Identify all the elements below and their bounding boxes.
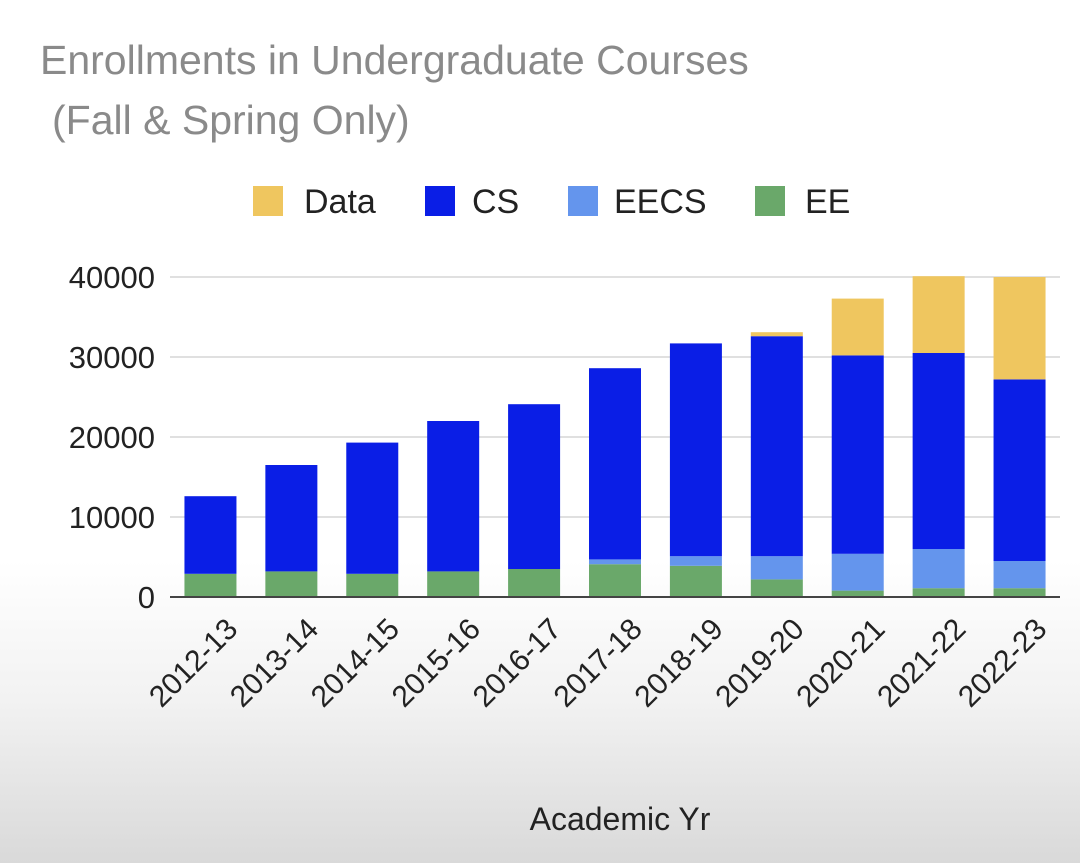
bar-group-2012-13 [184, 496, 237, 597]
x-tick-label: 2022-23 [952, 612, 1053, 713]
legend-label-data: Data [304, 183, 376, 221]
bar-group-2019-20 [750, 332, 803, 597]
bar-segment-cs-2018-19 [669, 343, 722, 557]
bar-group-2021-22 [912, 276, 965, 597]
bar-group-2017-18 [589, 368, 641, 597]
bar-group-2013-14 [265, 465, 318, 597]
bar-segment-ee-2019-20 [750, 579, 803, 597]
bar-segment-cs-2015-16 [427, 421, 480, 572]
y-axis-ticks: 40000 30000 20000 10000 0 [69, 260, 155, 615]
x-axis-ticks: 2012-132013-142014-152015-162016-172017-… [143, 612, 1053, 713]
bar-group-2018-19 [669, 343, 722, 597]
x-tick-label: 2018-19 [629, 612, 730, 713]
x-tick-label: 2014-15 [305, 612, 406, 713]
bar-segment-cs-2021-22 [912, 353, 965, 549]
bar-segment-ee-2014-15 [346, 573, 399, 597]
bar-segment-data-2022-23 [993, 277, 1046, 380]
x-tick-label: 2021-22 [871, 612, 972, 713]
bar-group-2020-21 [831, 298, 884, 597]
bar-segment-ee-2016-17 [508, 569, 561, 597]
bar-segment-cs-2012-13 [184, 496, 237, 574]
chart-subtitle: (Fall & Spring Only) [52, 97, 410, 143]
y-tick-label: 10000 [69, 500, 155, 535]
bar-segment-eecs-2017-18 [589, 559, 641, 565]
bar-segment-data-2019-20 [750, 332, 803, 337]
bar-segment-ee-2018-19 [669, 565, 722, 597]
bar-segment-ee-2020-21 [831, 590, 884, 597]
legend-label-ee: EE [805, 183, 850, 221]
bar-segment-eecs-2021-22 [912, 549, 965, 589]
bar-segment-eecs-2018-19 [669, 556, 722, 566]
x-tick-label: 2012-13 [143, 612, 244, 713]
bar-segment-ee-2015-16 [427, 571, 480, 597]
chart-legend: Data CS EECS EE [253, 183, 850, 221]
legend-swatch-ee [755, 186, 785, 216]
bar-segment-cs-2016-17 [508, 404, 561, 569]
bar-group-2016-17 [508, 404, 561, 597]
bar-group-2015-16 [427, 421, 480, 597]
bar-segment-cs-2013-14 [265, 465, 318, 572]
legend-label-eecs: EECS [614, 183, 707, 221]
bar-segment-cs-2019-20 [750, 336, 803, 557]
bar-segment-cs-2017-18 [589, 368, 641, 560]
x-tick-label: 2020-21 [790, 612, 891, 713]
bar-segment-cs-2014-15 [346, 442, 399, 574]
x-tick-label: 2019-20 [709, 612, 810, 713]
bar-segment-eecs-2022-23 [993, 561, 1046, 589]
x-tick-label: 2015-16 [386, 612, 487, 713]
chart-title: Enrollments in Undergraduate Courses [40, 37, 749, 83]
bar-segment-eecs-2019-20 [750, 556, 803, 580]
x-tick-label: 2017-18 [548, 612, 649, 713]
bar-group-2014-15 [346, 442, 399, 597]
x-tick-label: 2013-14 [224, 612, 325, 713]
y-tick-label: 20000 [69, 420, 155, 455]
bar-segment-ee-2013-14 [265, 571, 318, 597]
bar-segment-ee-2017-18 [589, 564, 641, 597]
x-tick-label: 2016-17 [467, 612, 568, 713]
legend-label-cs: CS [472, 183, 519, 221]
bar-group-2022-23 [993, 277, 1046, 597]
bar-segment-cs-2022-23 [993, 379, 1046, 561]
bar-segment-ee-2021-22 [912, 588, 965, 597]
bar-segment-cs-2020-21 [831, 355, 884, 554]
y-tick-label: 40000 [69, 260, 155, 295]
x-axis-label: Academic Yr [530, 801, 711, 837]
bar-segment-ee-2022-23 [993, 588, 1046, 597]
bar-segment-data-2020-21 [831, 298, 884, 356]
bar-segment-ee-2012-13 [184, 573, 237, 597]
legend-swatch-data [253, 186, 283, 216]
legend-swatch-cs [425, 186, 455, 216]
y-tick-label: 30000 [69, 340, 155, 375]
legend-swatch-eecs [568, 186, 598, 216]
bars [184, 276, 1046, 597]
bar-segment-eecs-2020-21 [831, 553, 884, 591]
bar-segment-data-2021-22 [912, 276, 965, 353]
y-tick-label: 0 [138, 580, 155, 615]
